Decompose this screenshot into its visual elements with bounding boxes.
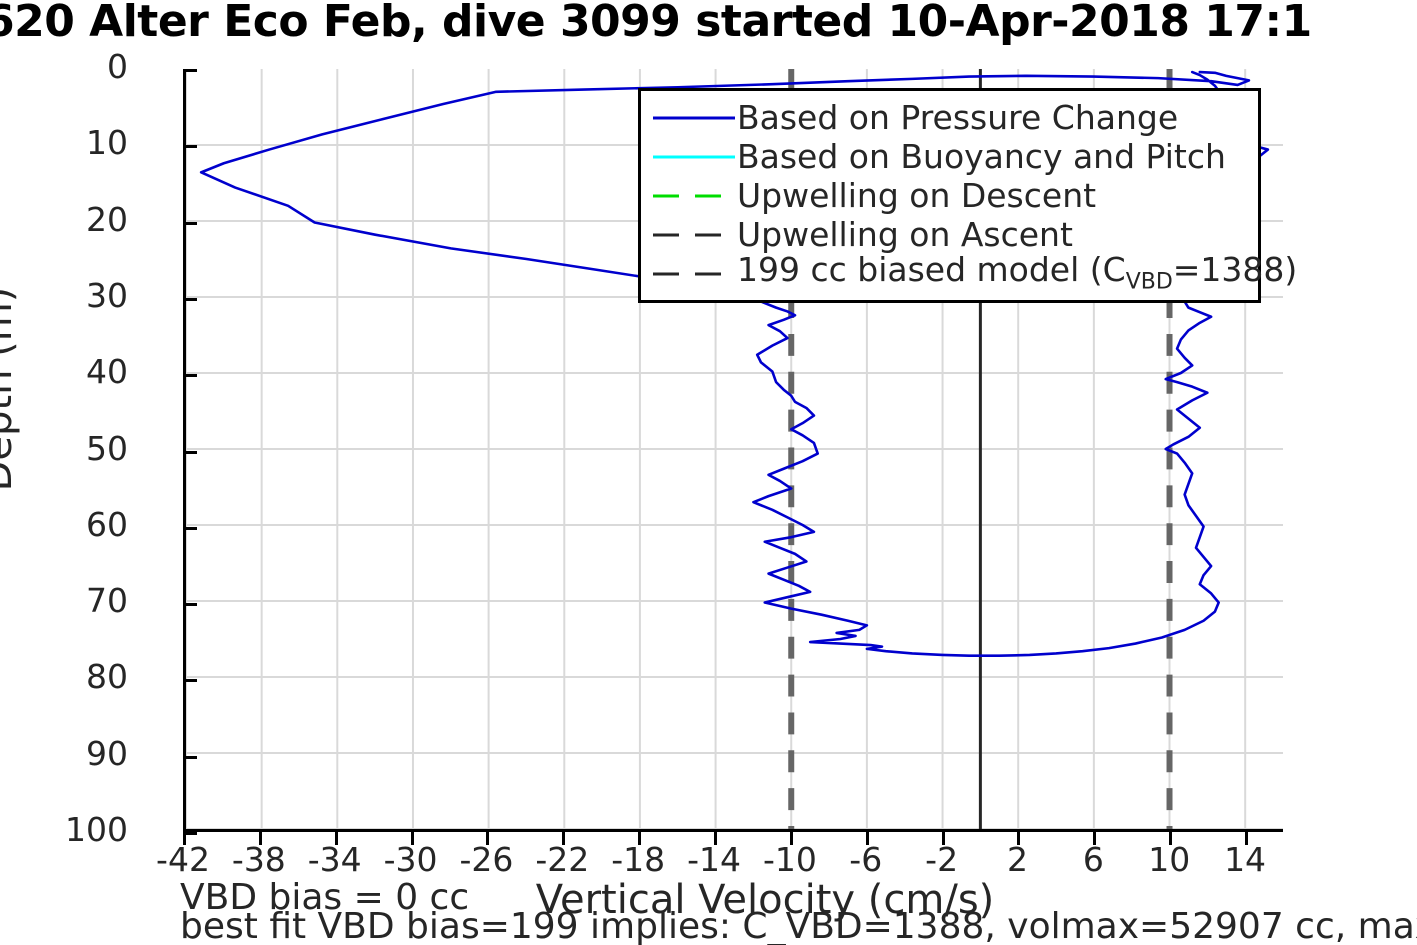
legend-item[interactable]: Upwelling on Descent [641, 176, 1258, 215]
y-tick-label: 50 [86, 428, 128, 468]
x-axis-label: Vertical Velocity (cm/s) [535, 877, 995, 923]
legend-item[interactable]: 199 cc biased model (CVBD=1388) [641, 253, 1297, 293]
x-tick-label: -10 [762, 840, 817, 879]
x-tick-mark [714, 832, 718, 845]
x-tick-mark [1017, 832, 1021, 845]
legend-swatch-line [651, 215, 737, 254]
x-tick-label: -30 [383, 840, 438, 879]
y-tick-label: 20 [86, 199, 128, 239]
x-tick-mark [258, 832, 262, 845]
legend-label: Based on Pressure Change [737, 98, 1179, 137]
legend-label: 199 cc biased model (CVBD=1388) [737, 253, 1297, 294]
y-tick-label: 0 [107, 47, 128, 86]
x-tick-label: -22 [535, 840, 590, 879]
y-tick-label: 80 [86, 657, 128, 697]
legend-label: Based on Buoyancy and Pitch [737, 137, 1226, 176]
y-tick-mark [183, 69, 197, 72]
x-tick-mark [562, 832, 566, 845]
x-tick-mark [410, 832, 414, 845]
y-tick-mark [183, 145, 197, 149]
x-tick-label: -42 [156, 840, 210, 879]
x-tick-label: -6 [849, 840, 883, 879]
x-tick-mark [334, 832, 338, 845]
x-tick-label: 10 [1148, 840, 1191, 879]
legend-swatch-line [651, 137, 737, 176]
best-fit-footer: best fit VBD bias=199 implies: C_VBD=138… [180, 906, 1417, 945]
y-tick-label: 10 [86, 123, 128, 163]
vbd-bias-annotation: VBD bias = 0 cc [180, 877, 470, 918]
y-tick-mark [183, 832, 197, 835]
legend-item[interactable]: Based on Buoyancy and Pitch [641, 137, 1258, 176]
legend-label: Upwelling on Ascent [737, 215, 1073, 254]
x-tick-label: -38 [231, 840, 286, 879]
y-tick-mark [183, 755, 197, 759]
x-tick-mark [1245, 832, 1249, 845]
legend-swatch-line [651, 176, 737, 215]
x-tick-mark [638, 832, 642, 845]
y-tick-label: 100 [65, 810, 128, 849]
legend-label-subscript: VBD [1125, 269, 1173, 295]
y-tick-label: 90 [86, 733, 128, 773]
y-tick-mark [183, 450, 197, 454]
x-tick-label: -14 [687, 840, 741, 879]
x-tick-label: 6 [1082, 840, 1104, 879]
x-tick-mark [865, 832, 869, 845]
y-tick-mark [183, 526, 197, 530]
x-tick-label: 14 [1224, 840, 1267, 879]
x-tick-label: -2 [925, 840, 959, 879]
y-tick-mark [183, 679, 197, 683]
x-tick-mark [1169, 832, 1173, 845]
x-tick-label: -26 [459, 840, 514, 879]
figure-title: 620 Alter Eco Feb, dive 3099 started 10-… [0, 0, 1312, 47]
legend-label-pre: 199 cc biased model (C [737, 250, 1126, 290]
y-tick-label: 40 [86, 352, 128, 392]
x-tick-label: 2 [1006, 840, 1028, 879]
x-tick-mark [183, 832, 186, 845]
x-tick-mark [789, 832, 793, 845]
legend-swatch-line [651, 254, 737, 293]
x-tick-label: -18 [611, 840, 666, 879]
x-tick-label: -34 [307, 840, 362, 879]
y-tick-label: 70 [86, 581, 128, 621]
legend-item[interactable]: Upwelling on Ascent [641, 215, 1258, 254]
y-tick-label: 30 [86, 275, 128, 315]
legend-box[interactable]: Based on Pressure Change Based on Buoyanc… [638, 88, 1297, 303]
y-tick-mark [183, 603, 197, 607]
x-tick-mark [1093, 832, 1097, 845]
legend-swatch-line [651, 98, 737, 137]
legend-label: Upwelling on Descent [737, 176, 1097, 215]
series-line [199, 70, 1270, 658]
legend-item[interactable]: Based on Pressure Change [641, 98, 1258, 137]
legend-label-post: =1388) [1172, 250, 1298, 290]
x-tick-mark [941, 832, 945, 845]
y-tick-mark [183, 374, 197, 378]
y-tick-mark [183, 221, 197, 225]
x-tick-mark [486, 832, 490, 845]
y-tick-label: 60 [86, 504, 128, 544]
y-tick-mark [183, 297, 197, 301]
